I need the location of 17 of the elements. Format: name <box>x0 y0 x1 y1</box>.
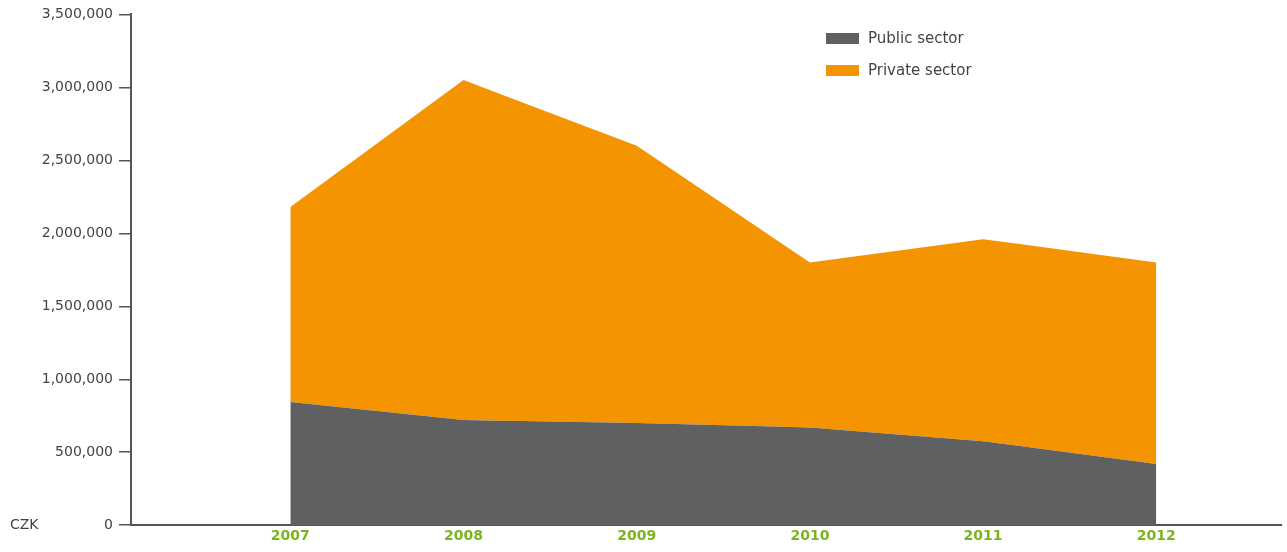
x-tick-label: 2007 <box>270 527 310 544</box>
legend-label: Public sector <box>868 29 964 47</box>
y-tick-label: 0 <box>104 515 113 532</box>
y-tick-label: 2,000,000 <box>41 223 113 240</box>
y-tick-label: 1,000,000 <box>41 369 113 386</box>
x-tick-label: 2010 <box>790 527 830 544</box>
y-axis-title: CZK <box>10 515 40 532</box>
y-tick-label: 3,000,000 <box>41 78 113 95</box>
y-tick-label: 2,500,000 <box>41 150 113 167</box>
x-tick-label: 2008 <box>444 527 484 544</box>
y-tick-label: 3,500,000 <box>41 5 113 22</box>
y-tick-label: 500,000 <box>55 442 113 459</box>
legend-label: Private sector <box>868 61 972 79</box>
x-tick-label: 2009 <box>617 527 657 544</box>
x-tick-label: 2011 <box>963 527 1003 544</box>
x-tick-label: 2012 <box>1136 527 1176 544</box>
y-tick-label: 1,500,000 <box>41 296 113 313</box>
